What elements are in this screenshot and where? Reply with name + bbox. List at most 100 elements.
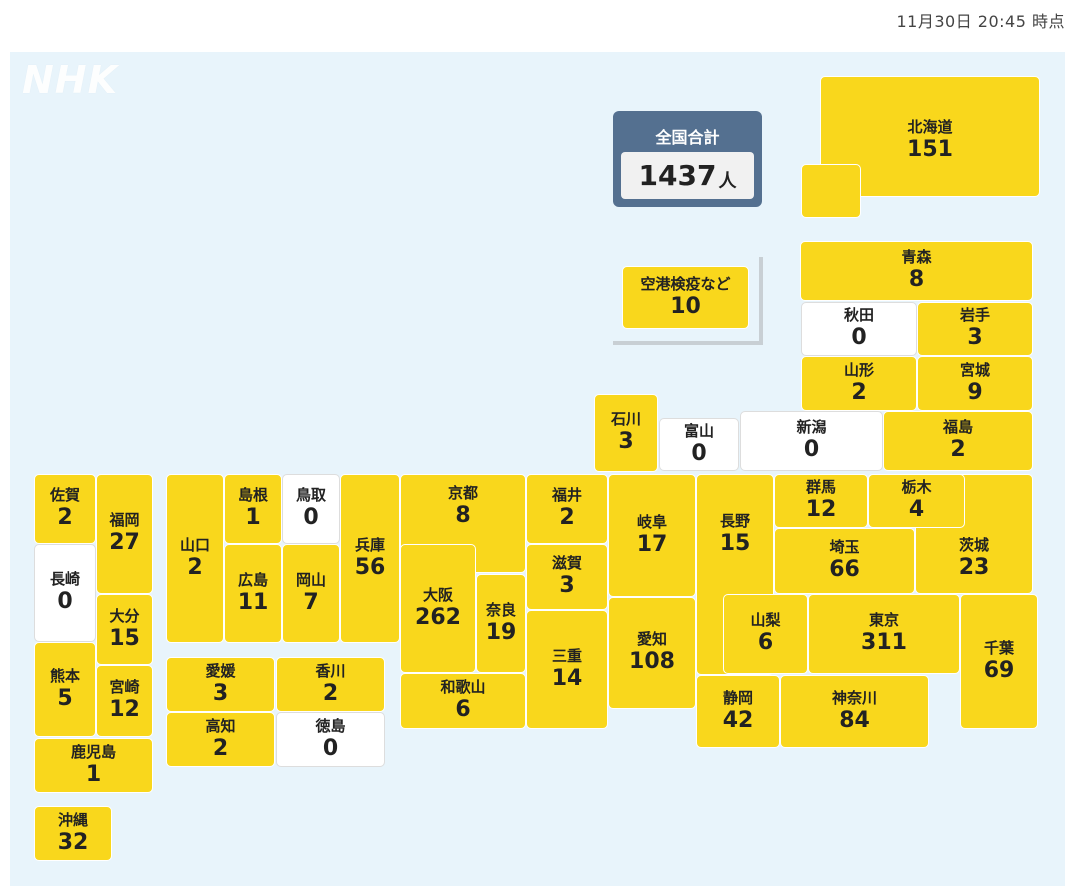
pref-count: 5 bbox=[57, 685, 73, 711]
pref-count: 14 bbox=[551, 665, 583, 691]
pref-fukuoka[interactable]: 福岡 27 bbox=[96, 474, 153, 594]
pref-akita[interactable]: 秋田 0 bbox=[801, 302, 917, 356]
pref-name: 大分 bbox=[109, 606, 140, 625]
pref-chiba[interactable]: 千葉 69 bbox=[960, 594, 1038, 729]
pref-saga[interactable]: 佐賀 2 bbox=[34, 474, 96, 544]
pref-name: 新潟 bbox=[796, 418, 827, 437]
pref-niigata[interactable]: 新潟 0 bbox=[740, 411, 883, 471]
pref-name: 山梨 bbox=[750, 611, 781, 630]
pref-name: 兵庫 bbox=[354, 535, 385, 554]
pref-count: 6 bbox=[455, 697, 471, 723]
pref-count: 2 bbox=[851, 379, 867, 405]
pref-count: 0 bbox=[851, 325, 867, 351]
pref-name: 静岡 bbox=[722, 688, 753, 707]
pref-name: 長崎 bbox=[49, 570, 80, 589]
pref-kochi[interactable]: 高知 2 bbox=[166, 712, 275, 767]
pref-quarantine[interactable]: 空港検疫など 10 bbox=[622, 266, 749, 329]
pref-gunma[interactable]: 群馬 12 bbox=[774, 474, 868, 528]
total-unit: 人 bbox=[718, 170, 737, 192]
pref-tochigi-front[interactable]: 栃木 4 bbox=[868, 474, 965, 528]
pref-oita[interactable]: 大分 15 bbox=[96, 594, 153, 665]
national-total-box: 全国合計 1437 人 bbox=[613, 111, 762, 207]
pref-count: 4 bbox=[908, 497, 925, 523]
pref-name: 岡山 bbox=[295, 570, 326, 589]
pref-kagoshima[interactable]: 鹿児島 1 bbox=[34, 738, 153, 793]
pref-mie[interactable]: 三重 14 bbox=[526, 610, 608, 729]
pref-count: 42 bbox=[722, 707, 754, 733]
pref-hokkaido-tip[interactable] bbox=[801, 164, 861, 218]
pref-name: 岩手 bbox=[959, 306, 990, 325]
pref-count: 2 bbox=[187, 554, 203, 580]
pref-ishikawa[interactable]: 石川 3 bbox=[594, 394, 658, 472]
pref-name: 奈良 bbox=[485, 600, 516, 619]
total-value-panel: 1437 人 bbox=[621, 152, 754, 199]
pref-count: 10 bbox=[670, 293, 701, 319]
pref-count: 2 bbox=[322, 680, 339, 706]
pref-count: 7 bbox=[303, 589, 319, 615]
pref-ehime[interactable]: 愛媛 3 bbox=[166, 657, 275, 712]
pref-name: 群馬 bbox=[805, 478, 836, 497]
pref-count: 0 bbox=[803, 437, 820, 463]
pref-nara[interactable]: 奈良 19 bbox=[476, 574, 526, 673]
pref-hyogo[interactable]: 兵庫 56 bbox=[340, 474, 400, 643]
pref-count: 8 bbox=[455, 503, 471, 529]
pref-shiga[interactable]: 滋賀 3 bbox=[526, 544, 608, 610]
pref-hiroshima[interactable]: 広島 11 bbox=[224, 544, 282, 643]
pref-wakayama[interactable]: 和歌山 6 bbox=[400, 673, 526, 729]
pref-count: 56 bbox=[354, 554, 386, 580]
pref-miyagi[interactable]: 宮城 9 bbox=[917, 356, 1033, 411]
pref-count: 0 bbox=[303, 505, 319, 531]
pref-nagasaki[interactable]: 長崎 0 bbox=[34, 544, 96, 642]
pref-name: 徳島 bbox=[315, 716, 346, 735]
pref-yamanashi[interactable]: 山梨 6 bbox=[723, 594, 808, 674]
nhk-logo: NHK bbox=[22, 58, 119, 102]
pref-count: 1 bbox=[245, 505, 261, 531]
pref-count: 311 bbox=[861, 630, 907, 656]
pref-name: 東京 bbox=[868, 611, 899, 630]
pref-kagawa[interactable]: 香川 2 bbox=[276, 657, 385, 712]
pref-shimane[interactable]: 島根 1 bbox=[224, 474, 282, 544]
pref-tokyo[interactable]: 東京 311 bbox=[808, 594, 960, 674]
pref-fukushima[interactable]: 福島 2 bbox=[883, 411, 1033, 471]
pref-count: 2 bbox=[559, 505, 575, 531]
pref-toyama[interactable]: 富山 0 bbox=[659, 418, 739, 471]
pref-name: 広島 bbox=[237, 570, 268, 589]
pref-name: 鳥取 bbox=[295, 486, 326, 505]
pref-okayama[interactable]: 岡山 7 bbox=[282, 544, 340, 643]
pref-aomori[interactable]: 青森 8 bbox=[800, 241, 1033, 301]
pref-saitama[interactable]: 埼玉 66 bbox=[774, 528, 915, 594]
pref-count: 0 bbox=[691, 440, 707, 466]
pref-okinawa[interactable]: 沖縄 32 bbox=[34, 806, 112, 861]
pref-count: 6 bbox=[757, 630, 774, 656]
pref-aichi[interactable]: 愛知 108 bbox=[608, 597, 696, 709]
pref-name: 青森 bbox=[901, 248, 932, 267]
pref-shizuoka[interactable]: 静岡 42 bbox=[696, 675, 780, 748]
pref-count: 15 bbox=[109, 625, 140, 651]
pref-yamaguchi[interactable]: 山口 2 bbox=[166, 474, 224, 643]
pref-name: 沖縄 bbox=[57, 810, 88, 829]
pref-name: 茨城 bbox=[958, 536, 989, 554]
pref-tokushima[interactable]: 徳島 0 bbox=[276, 712, 385, 767]
pref-name: 香川 bbox=[315, 661, 346, 680]
pref-iwate[interactable]: 岩手 3 bbox=[917, 302, 1033, 356]
pref-gifu[interactable]: 岐阜 17 bbox=[608, 474, 696, 597]
pref-count: 19 bbox=[485, 619, 517, 645]
pref-count: 84 bbox=[839, 707, 870, 733]
pref-miyazaki[interactable]: 宮崎 12 bbox=[96, 665, 153, 737]
pref-osaka[interactable]: 大阪 262 bbox=[400, 544, 476, 673]
pref-name: 三重 bbox=[551, 646, 582, 665]
pref-count: 108 bbox=[629, 649, 675, 675]
pref-name: 空港検疫など bbox=[640, 274, 731, 293]
pref-count: 11 bbox=[237, 589, 269, 615]
pref-name: 佐賀 bbox=[49, 486, 80, 505]
pref-yamagata[interactable]: 山形 2 bbox=[801, 356, 917, 411]
pref-kanagawa[interactable]: 神奈川 84 bbox=[780, 675, 929, 748]
pref-kumamoto[interactable]: 熊本 5 bbox=[34, 642, 96, 737]
pref-name: 宮城 bbox=[959, 360, 990, 379]
pref-tottori[interactable]: 鳥取 0 bbox=[282, 474, 340, 544]
pref-name: 山口 bbox=[179, 535, 210, 554]
pref-fukui[interactable]: 福井 2 bbox=[526, 474, 608, 544]
total-label: 全国合計 bbox=[655, 128, 720, 147]
pref-name: 岐阜 bbox=[636, 512, 667, 531]
pref-name: 富山 bbox=[683, 421, 714, 440]
